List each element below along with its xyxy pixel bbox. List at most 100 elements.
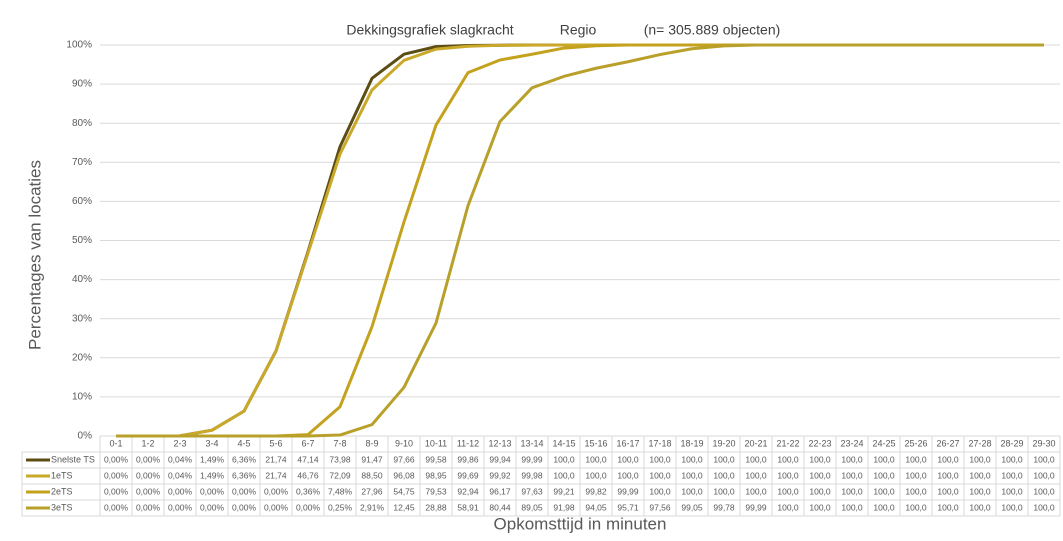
table-cell: 100,0 xyxy=(1001,454,1023,464)
x-tick-label: 10-11 xyxy=(425,438,447,448)
table-cell: 0,00% xyxy=(136,454,161,464)
table-cell: 0,00% xyxy=(264,486,289,496)
table-cell: 100,0 xyxy=(809,454,831,464)
table-cell: 100,0 xyxy=(905,470,927,480)
table-cell: 100,0 xyxy=(1033,502,1055,512)
table-cell: 0,00% xyxy=(104,502,129,512)
table-cell: 97,66 xyxy=(393,454,415,464)
table-cell: 0,00% xyxy=(232,486,257,496)
table-cell: 100,0 xyxy=(841,454,863,464)
table-cell: 100,0 xyxy=(841,470,863,480)
x-axis-label: Opkomsttijd in minuten xyxy=(494,514,667,533)
x-tick-label: 26-27 xyxy=(936,438,959,448)
table-cell: 89,05 xyxy=(521,502,543,512)
table-cell: 92,94 xyxy=(457,486,479,496)
table-cell: 0,00% xyxy=(136,502,161,512)
y-tick-label: 100% xyxy=(66,40,92,51)
y-tick-label: 70% xyxy=(72,157,92,168)
table-cell: 100,0 xyxy=(937,454,959,464)
x-tick-label: 5-6 xyxy=(269,438,282,448)
table-cell: 97,56 xyxy=(649,502,671,512)
table-cell: 99,92 xyxy=(489,470,511,480)
table-cell: 100,0 xyxy=(969,502,991,512)
legend-label: Snelste TS xyxy=(51,454,95,464)
x-tick-label: 21-22 xyxy=(776,438,799,448)
table-cell: 100,0 xyxy=(713,470,735,480)
table-cell: 100,0 xyxy=(937,502,959,512)
table-cell: 100,0 xyxy=(617,454,639,464)
table-cell: 0,00% xyxy=(104,470,129,480)
table-cell: 100,0 xyxy=(777,454,799,464)
chart-title: Dekkingsgrafiek slagkracht xyxy=(346,22,513,38)
table-cell: 100,0 xyxy=(809,470,831,480)
table-cell: 100,0 xyxy=(649,454,671,464)
table-cell: 28,88 xyxy=(425,502,447,512)
table-cell: 0,04% xyxy=(168,470,193,480)
x-tick-label: 28-29 xyxy=(1000,438,1023,448)
table-cell: 100,0 xyxy=(873,470,895,480)
x-tick-label: 24-25 xyxy=(872,438,895,448)
table-cell: 72,09 xyxy=(329,470,351,480)
table-cell: 100,0 xyxy=(713,486,735,496)
table-cell: 100,0 xyxy=(1001,502,1023,512)
table-cell: 0,00% xyxy=(232,502,257,512)
table-cell: 99,99 xyxy=(617,486,639,496)
table-cell: 2,91% xyxy=(360,502,385,512)
table-cell: 21,74 xyxy=(265,470,287,480)
table-cell: 100,0 xyxy=(937,486,959,496)
table-cell: 100,0 xyxy=(681,470,703,480)
table-cell: 100,0 xyxy=(745,470,767,480)
x-tick-label: 16-17 xyxy=(616,438,639,448)
table-cell: 100,0 xyxy=(841,486,863,496)
y-tick-label: 0% xyxy=(78,431,93,442)
y-axis-label: Percentages van locaties xyxy=(25,160,44,350)
table-cell: 1,49% xyxy=(200,454,225,464)
table-cell: 100,0 xyxy=(649,470,671,480)
table-cell: 0,00% xyxy=(168,486,193,496)
x-tick-label: 9-10 xyxy=(395,438,413,448)
y-tick-label: 20% xyxy=(72,352,92,363)
table-cell: 79,53 xyxy=(425,486,447,496)
table-cell: 100,0 xyxy=(649,486,671,496)
x-tick-label: 7-8 xyxy=(333,438,346,448)
table-cell: 99,05 xyxy=(681,502,703,512)
table-cell: 98,95 xyxy=(425,470,447,480)
table-cell: 100,0 xyxy=(905,502,927,512)
annotation: (n= 305.889 objecten) xyxy=(644,22,781,38)
x-tick-label: 25-26 xyxy=(904,438,927,448)
table-cell: 100,0 xyxy=(745,454,767,464)
table-cell: 47,14 xyxy=(297,454,319,464)
y-tick-label: 10% xyxy=(72,392,92,403)
table-cell: 96,08 xyxy=(393,470,415,480)
table-cell: 6,36% xyxy=(232,470,257,480)
table-cell: 96,17 xyxy=(489,486,511,496)
table-cell: 6,36% xyxy=(232,454,257,464)
chart-subtitle: Regio xyxy=(560,22,597,38)
x-tick-label: 22-23 xyxy=(808,438,831,448)
y-tick-label: 90% xyxy=(72,79,92,90)
table-cell: 0,04% xyxy=(168,454,193,464)
table-cell: 7,48% xyxy=(328,486,353,496)
table-cell: 91,47 xyxy=(361,454,383,464)
x-tick-label: 0-1 xyxy=(109,438,122,448)
legend-label: 2eTS xyxy=(51,486,73,496)
table-cell: 99,58 xyxy=(425,454,447,464)
table-cell: 100,0 xyxy=(681,486,703,496)
table-cell: 100,0 xyxy=(681,454,703,464)
table-cell: 100,0 xyxy=(745,486,767,496)
x-tick-label: 15-16 xyxy=(584,438,607,448)
table-cell: 99,86 xyxy=(457,454,479,464)
x-tick-label: 20-21 xyxy=(744,438,767,448)
table-cell: 100,0 xyxy=(553,454,575,464)
table-cell: 100,0 xyxy=(841,502,863,512)
x-tick-label: 6-7 xyxy=(301,438,314,448)
table-cell: 94,05 xyxy=(585,502,607,512)
table-cell: 88,50 xyxy=(361,470,383,480)
table-cell: 0,25% xyxy=(328,502,353,512)
table-cell: 100,0 xyxy=(873,486,895,496)
table-cell: 12,45 xyxy=(393,502,415,512)
table-cell: 27,96 xyxy=(361,486,383,496)
table-cell: 0,00% xyxy=(104,486,129,496)
x-tick-label: 2-3 xyxy=(173,438,186,448)
